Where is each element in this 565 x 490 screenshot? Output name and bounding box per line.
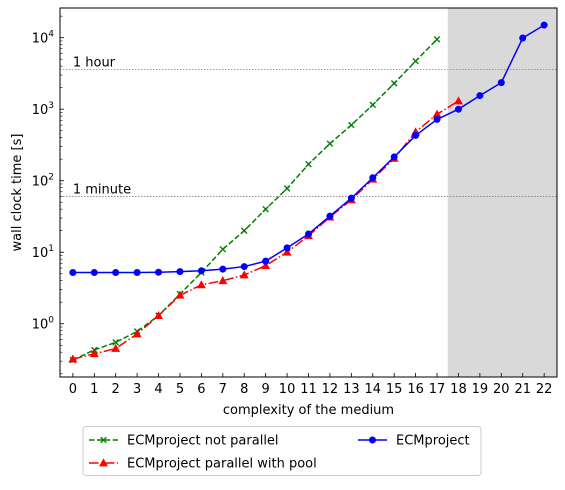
data-point <box>433 115 441 123</box>
data-point <box>261 260 271 269</box>
data-point <box>69 269 77 277</box>
data-point <box>219 245 227 253</box>
x-tick-label: 8 <box>240 382 248 397</box>
data-point <box>282 247 292 256</box>
legend-box <box>82 426 482 476</box>
shaded-region <box>447 8 557 377</box>
data-point <box>433 35 441 43</box>
data-point <box>540 21 548 29</box>
data-point <box>412 57 419 65</box>
data-point <box>369 101 377 109</box>
data-point <box>196 280 206 289</box>
x-axis-label: complexity of the medium <box>223 403 394 418</box>
data-point <box>218 276 228 285</box>
data-point <box>412 131 420 139</box>
data-point <box>68 354 78 363</box>
legend-entry: ECMproject not parallel <box>89 434 279 449</box>
legend-entry: ECMproject <box>358 434 470 449</box>
data-point <box>112 339 119 346</box>
data-point <box>369 436 376 444</box>
data-point <box>305 230 312 238</box>
x-tick-label: 2 <box>112 382 120 397</box>
data-point <box>132 329 142 338</box>
x-tick-label: 7 <box>219 382 227 397</box>
legend-entry: ECMproject parallel with pool <box>89 457 317 472</box>
x-tick-label: 16 <box>407 382 424 397</box>
reference-line-label: 1 minute <box>73 183 131 198</box>
data-point <box>476 92 484 100</box>
data-point <box>154 310 163 319</box>
data-point <box>369 174 377 182</box>
data-point <box>326 212 334 220</box>
x-tick-label: 20 <box>493 382 510 397</box>
legend-label: ECMproject <box>396 434 470 449</box>
data-point <box>197 267 205 275</box>
data-point <box>100 436 107 444</box>
y-tick-label: 104 <box>32 30 55 47</box>
data-point <box>262 205 269 213</box>
x-tick-label: 18 <box>450 382 467 397</box>
x-tick-label: 14 <box>364 382 381 397</box>
data-point <box>347 194 355 202</box>
data-point <box>112 269 120 277</box>
data-point <box>326 140 334 147</box>
x-tick-label: 9 <box>262 382 270 397</box>
data-point <box>155 268 163 276</box>
x-tick-label: 6 <box>197 382 205 397</box>
data-point <box>519 34 527 42</box>
reference-line-label: 1 hour <box>73 55 116 70</box>
x-tick-label: 13 <box>343 382 360 397</box>
data-point <box>454 96 463 105</box>
y-tick-label: 103 <box>32 101 54 118</box>
x-tick-label: 17 <box>429 382 446 397</box>
data-point <box>305 160 312 168</box>
y-tick-label: 102 <box>32 173 54 190</box>
data-point <box>497 79 505 87</box>
data-point <box>390 153 398 161</box>
x-tick-label: 19 <box>472 382 489 397</box>
x-tick-label: 0 <box>69 382 77 397</box>
data-point <box>175 290 185 299</box>
y-axis-label: wall clock time [s] <box>10 134 25 252</box>
data-point <box>111 343 121 352</box>
x-tick-label: 4 <box>154 382 162 397</box>
data-point <box>283 244 291 252</box>
x-tick-label: 12 <box>322 382 339 397</box>
data-point <box>390 80 398 87</box>
y-tick-label: 100 <box>32 316 55 333</box>
data-point <box>348 121 355 129</box>
x-tick-label: 5 <box>176 382 184 397</box>
data-point <box>283 185 291 192</box>
x-tick-label: 21 <box>514 382 531 397</box>
data-point <box>240 263 248 271</box>
data-point <box>240 227 248 234</box>
data-point <box>89 349 99 358</box>
data-point <box>239 270 249 279</box>
x-tick-label: 1 <box>90 382 98 397</box>
y-tick-label: 101 <box>32 244 54 261</box>
x-tick-label: 22 <box>536 382 553 397</box>
data-point <box>219 265 227 273</box>
series-line <box>72 38 438 361</box>
data-point <box>176 268 184 276</box>
x-tick-label: 10 <box>279 382 296 397</box>
data-point <box>133 269 141 277</box>
legend-label: ECMproject not parallel <box>127 434 279 449</box>
data-point <box>262 257 270 265</box>
data-point <box>90 269 98 277</box>
x-tick-label: 3 <box>133 382 141 397</box>
x-tick-label: 15 <box>386 382 403 397</box>
series-ecmproject <box>69 21 548 277</box>
data-point <box>454 105 462 113</box>
x-tick-label: 11 <box>300 382 317 397</box>
legend-label: ECMproject parallel with pool <box>127 457 317 472</box>
data-point <box>99 458 108 467</box>
